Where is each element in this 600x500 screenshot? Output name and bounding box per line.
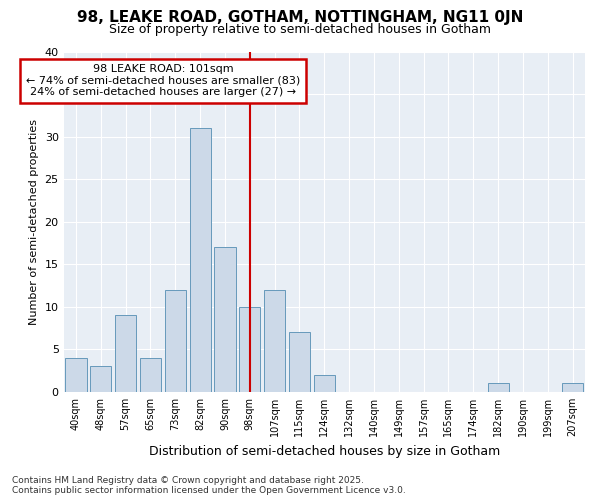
Text: Size of property relative to semi-detached houses in Gotham: Size of property relative to semi-detach… (109, 22, 491, 36)
Bar (140, 358, 161, 392)
Bar (65, 358, 86, 392)
Bar (190, 128, 211, 392)
Y-axis label: Number of semi-detached properties: Number of semi-detached properties (29, 118, 39, 324)
Bar (239, 307, 260, 392)
Text: 98 LEAKE ROAD: 101sqm
← 74% of semi-detached houses are smaller (83)
24% of semi: 98 LEAKE ROAD: 101sqm ← 74% of semi-deta… (26, 64, 300, 98)
Bar (289, 332, 310, 392)
Bar (488, 384, 509, 392)
Bar (264, 290, 285, 392)
Bar (165, 290, 186, 392)
Bar (115, 316, 136, 392)
Text: Contains HM Land Registry data © Crown copyright and database right 2025.
Contai: Contains HM Land Registry data © Crown c… (12, 476, 406, 495)
X-axis label: Distribution of semi-detached houses by size in Gotham: Distribution of semi-detached houses by … (149, 444, 500, 458)
Bar (314, 375, 335, 392)
Text: 98, LEAKE ROAD, GOTHAM, NOTTINGHAM, NG11 0JN: 98, LEAKE ROAD, GOTHAM, NOTTINGHAM, NG11… (77, 10, 523, 25)
Bar (214, 247, 236, 392)
Bar (90, 366, 112, 392)
Bar (562, 384, 583, 392)
